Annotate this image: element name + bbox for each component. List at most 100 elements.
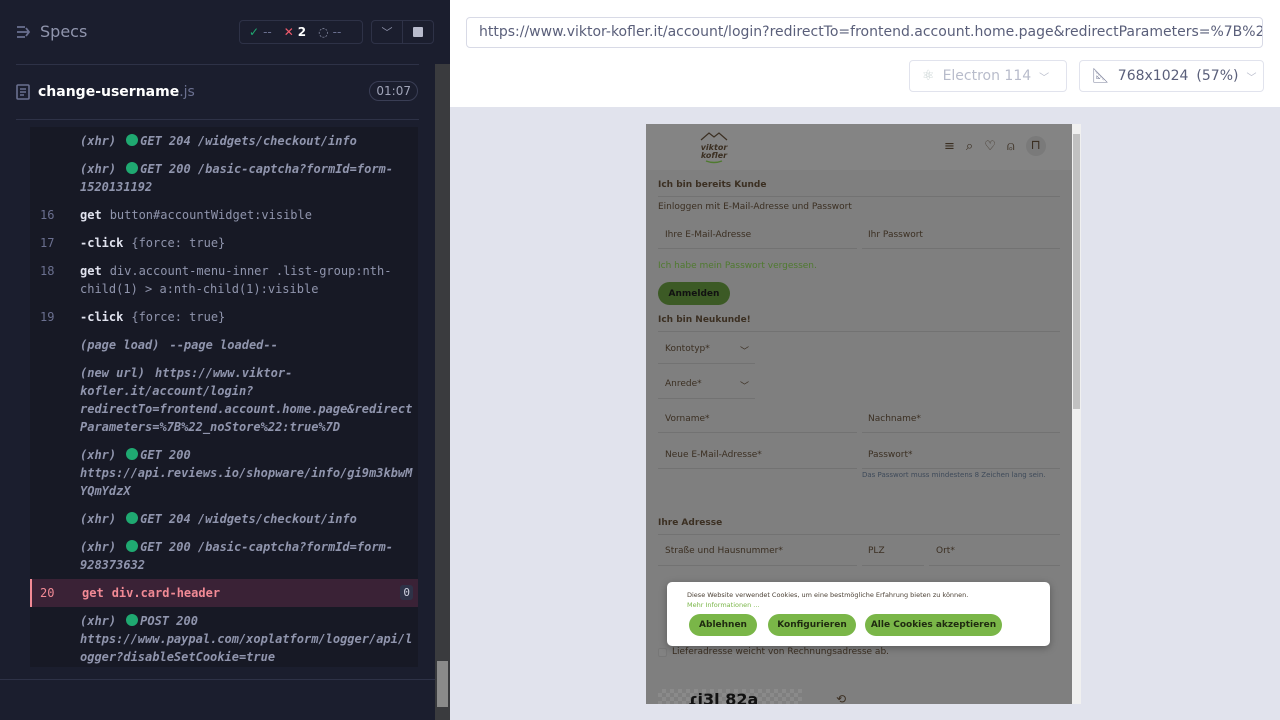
command-log-event[interactable]: (xhr) GET 204 /widgets/checkout/info [30, 127, 418, 155]
password-input[interactable]: Ihr Passwort [868, 230, 923, 240]
cookie-more-link[interactable]: Mehr Informationen ... [687, 601, 760, 609]
command-log-row[interactable]: 19 -click {force: true} [30, 303, 418, 331]
command-log-scrollbar[interactable] [435, 64, 450, 720]
failed-icon: ✕ [283, 25, 294, 39]
command-log-row[interactable]: 16 get button#accountWidget:visible [30, 201, 418, 229]
first-name-input[interactable]: Vorname* [665, 414, 710, 424]
pending-icon: ◌ [318, 25, 329, 39]
command-log-event[interactable]: (page load) --page loaded-- [30, 331, 418, 359]
spec-file-header[interactable]: change-username .js 01:07 [16, 80, 419, 104]
command-name: -click [80, 236, 124, 250]
stop-button[interactable] [403, 21, 433, 43]
forgot-password-link[interactable]: Ich habe mein Passwort vergessen. [658, 261, 817, 271]
command-log-row[interactable]: 20 get div.card-header 0 [30, 579, 418, 607]
new-email-input[interactable]: Neue E-Mail-Adresse* [665, 450, 762, 460]
command-message: div.card-header [111, 586, 221, 600]
command-body: (page load) --page loaded-- [80, 336, 414, 354]
login-button[interactable]: Anmelden [658, 282, 730, 305]
city-input[interactable]: Ort* [936, 546, 955, 556]
street-input[interactable]: Straße und Hausnummer* [665, 546, 783, 556]
stop-icon [413, 27, 423, 37]
command-number [30, 336, 80, 354]
command-message: GET 204 /widgets/checkout/info [140, 134, 357, 148]
cart-icon[interactable]: ⊓ [1025, 136, 1046, 156]
browser-selector[interactable]: ⚛ Electron 114 ﹀ [909, 60, 1067, 92]
command-message: GET 200 /basic-captcha?formId=form-92837… [80, 540, 393, 572]
status-dot-icon [126, 134, 139, 146]
cookie-accept-all-button[interactable]: Alle Cookies akzeptieren [865, 614, 1002, 636]
passed-count: -- [263, 25, 272, 39]
header-actions: ≡ ⌕ ♡ ⍝ ⊓ [944, 136, 1046, 156]
different-shipping-label: Lieferadresse weicht von Rechnungsadress… [672, 647, 890, 657]
iframe-scrollbar[interactable] [1072, 124, 1081, 704]
command-number [30, 510, 80, 528]
command-body: (xhr) GET 200 /basic-captcha?formId=form-… [80, 160, 414, 196]
refresh-captcha-icon[interactable]: ⟲ [836, 692, 847, 704]
command-number: 18 [40, 264, 55, 278]
salutation-select[interactable]: Anrede* ﹀ [658, 371, 755, 399]
field-underline [862, 432, 1060, 433]
captcha-image: ɾi3l 82a [658, 689, 802, 704]
account-icon[interactable]: ⍝ [1006, 139, 1015, 154]
scrollbar-thumb[interactable] [1073, 134, 1080, 409]
command-body: (xhr) GET 204 /widgets/checkout/info [80, 132, 414, 150]
command-log-event[interactable]: (new url) https://www.viktor-kofler.it/ac… [30, 359, 418, 441]
login-heading: Ich bin bereits Kunde [658, 180, 767, 190]
salutation-label: Anrede* [665, 379, 702, 389]
site-logo[interactable]: viktor kofler [698, 130, 730, 164]
command-log-event[interactable]: (xhr) GET 200 https://api.reviews.io/shop… [30, 441, 418, 505]
command-number: 20 [40, 586, 55, 600]
command-log-event[interactable]: (xhr) GET 204 /widgets/checkout/info [30, 505, 418, 533]
command-message: div.account-menu-inner .list-group:nth-c… [80, 264, 392, 296]
cookie-decline-button[interactable]: Ablehnen [689, 614, 757, 636]
url-bar[interactable]: https://www.viktor-kofler.it/account/log… [466, 17, 1263, 48]
command-number: 17 [40, 236, 55, 250]
command-number: 19 [40, 310, 55, 324]
scrollbar-thumb[interactable] [437, 661, 448, 707]
login-subtitle: Einloggen mit E-Mail-Adresse und Passwor… [658, 202, 852, 212]
pending-count: -- [332, 25, 342, 39]
viewport-selector[interactable]: 📐︎ 768x1024 (57%) ﹀ [1079, 60, 1264, 92]
account-type-select[interactable]: Kontotyp* ﹀ [658, 336, 755, 364]
chevron-down-icon: ﹀ [381, 26, 393, 39]
event-label: (xhr) [80, 134, 117, 148]
preview-toolbar: https://www.viktor-kofler.it/account/log… [450, 0, 1280, 107]
element-count-badge: 0 [400, 585, 413, 600]
cookie-configure-button[interactable]: Konfigurieren [768, 614, 856, 636]
chevron-down-icon: ﹀ [739, 382, 749, 392]
command-log-event[interactable]: (xhr) GET 200 /basic-captcha?formId=form-… [30, 533, 418, 579]
spec-ext: .js [179, 84, 195, 100]
specs-list-icon [17, 25, 31, 38]
cookie-text: Diese Website verwendet Cookies, um eine… [687, 591, 969, 599]
menu-icon[interactable]: ≡ [944, 139, 955, 154]
command-message: https://www.viktor-kofler.it/account/log… [80, 366, 413, 434]
command-body: (xhr) GET 204 /widgets/checkout/info [80, 510, 414, 528]
field-underline [929, 565, 1060, 566]
command-log-row[interactable]: 17 -click {force: true} [30, 229, 418, 257]
command-body: -click {force: true} [80, 234, 414, 252]
app-preview: https://www.viktor-kofler.it/account/log… [450, 0, 1280, 720]
command-body: (new url) https://www.viktor-kofler.it/ac… [80, 364, 414, 436]
search-icon[interactable]: ⌕ [965, 139, 974, 154]
cookie-banner: Diese Website verwendet Cookies, um eine… [667, 582, 1050, 646]
email-input[interactable]: Ihre E-Mail-Adresse [665, 230, 752, 240]
last-name-input[interactable]: Nachname* [868, 414, 921, 424]
command-log-event[interactable]: (xhr) GET 200 /basic-captcha?formId=form-… [30, 155, 418, 201]
document-icon [16, 84, 30, 100]
command-body: -click {force: true} [80, 308, 414, 326]
command-message: GET 200 /basic-captcha?formId=form-15201… [80, 162, 393, 194]
heart-icon[interactable]: ♡ [984, 139, 996, 154]
command-body: get div.account-menu-inner .list-group:nt… [80, 262, 414, 298]
event-label: (xhr) [80, 162, 117, 176]
failed-count: 2 [297, 25, 307, 39]
collapse-button[interactable]: ﹀ [372, 21, 403, 43]
command-log-event[interactable]: (xhr) POST 200 https://www.paypal.com/xop… [30, 607, 418, 667]
field-underline [658, 565, 857, 566]
specs-toggle[interactable]: Specs [16, 22, 87, 41]
new-password-input[interactable]: Passwort* [868, 450, 913, 460]
different-shipping-checkbox[interactable] [658, 648, 667, 657]
command-log-row[interactable]: 18 get div.account-menu-inner .list-group:… [30, 257, 418, 303]
chevron-down-icon: ﹀ [1246, 72, 1257, 84]
command-message: POST 200 https://www.paypal.com/xoplatfo… [80, 614, 413, 664]
zip-input[interactable]: PLZ [868, 546, 885, 556]
